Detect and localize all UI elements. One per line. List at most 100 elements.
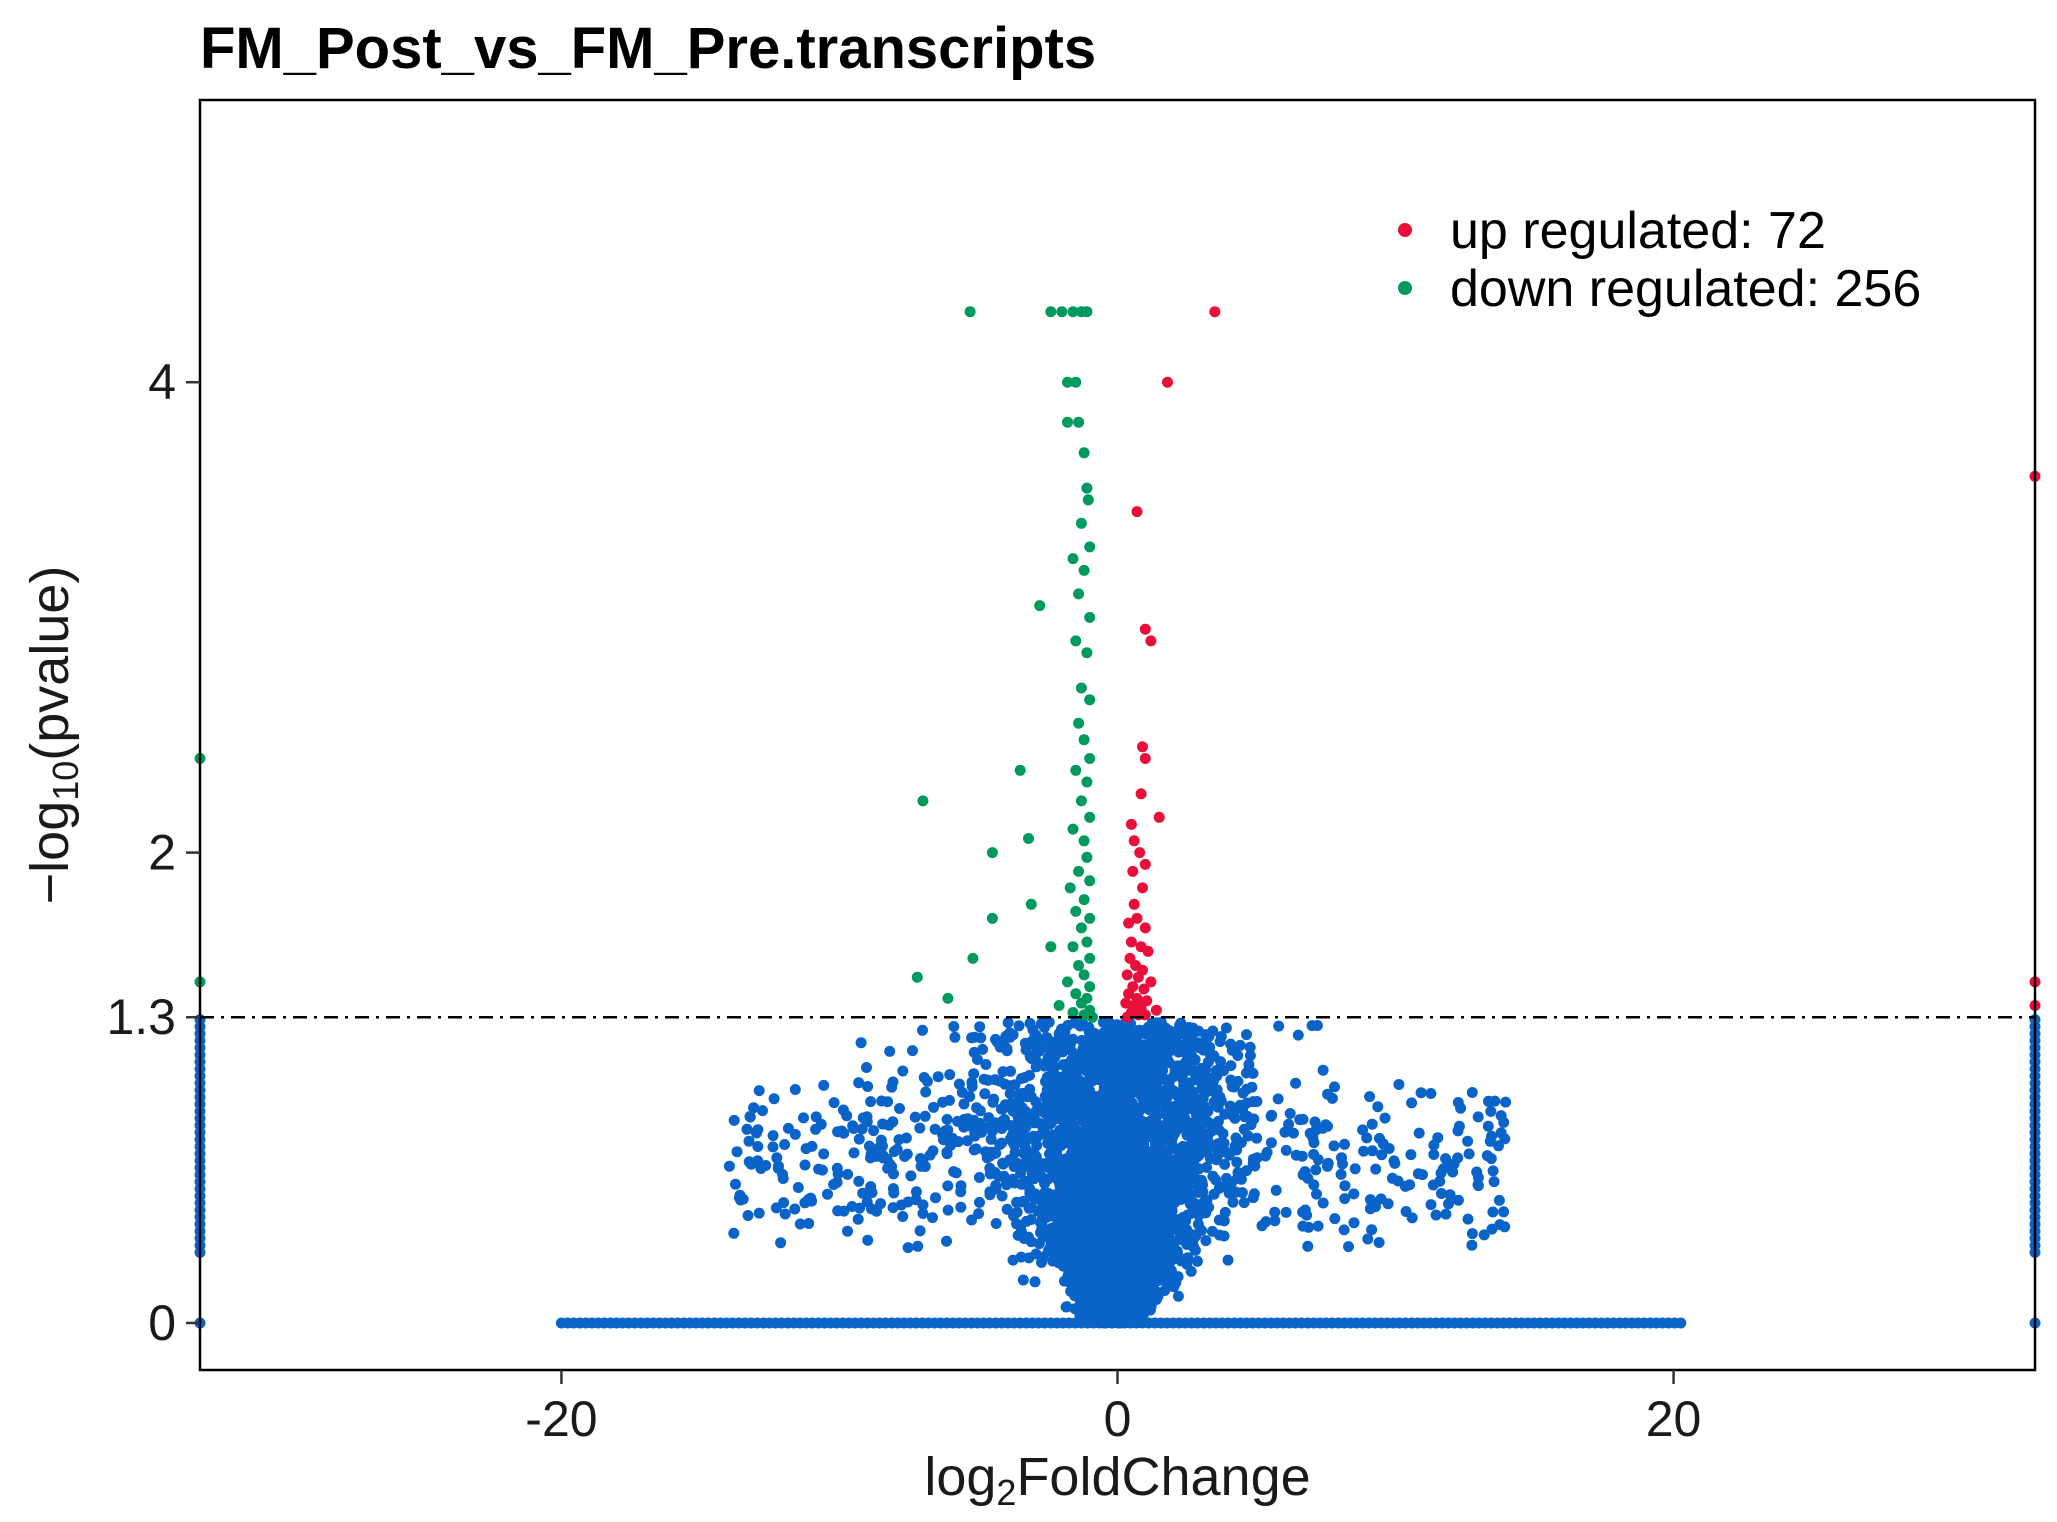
point-down	[1067, 1007, 1079, 1018]
point-down	[1070, 905, 1082, 917]
point-ns	[1098, 1189, 1110, 1201]
point-down	[1045, 941, 1057, 953]
point-ns	[990, 1183, 1002, 1195]
x-tick-label: 0	[1104, 1391, 1132, 1447]
point-ns	[1131, 1305, 1143, 1317]
point-ns	[1230, 1132, 1242, 1144]
point-ns	[1069, 1266, 1081, 1278]
point-ns	[1485, 1105, 1497, 1117]
point-down	[1075, 795, 1087, 807]
point-ns	[1290, 1077, 1302, 1089]
point-ns	[877, 1140, 888, 1152]
point-ns	[1135, 1221, 1147, 1233]
point-ns	[1297, 1206, 1309, 1218]
point-ns	[1066, 1098, 1078, 1110]
point-ns	[1219, 1158, 1231, 1170]
point-ns	[1108, 1142, 1119, 1154]
point-up	[1139, 922, 1151, 934]
point-ns	[1065, 1117, 1077, 1129]
point-ns	[1248, 1188, 1260, 1200]
point-ns	[1060, 1301, 1072, 1313]
point-ns	[1151, 1018, 1163, 1030]
point-up	[1153, 811, 1165, 823]
point-ns	[1471, 1166, 1483, 1178]
point-ns	[1045, 1238, 1057, 1250]
point-ns	[958, 1121, 970, 1133]
point-down	[1081, 647, 1093, 659]
point-ns	[1379, 1112, 1391, 1124]
point-ns	[1280, 1206, 1292, 1218]
point-down	[1082, 494, 1094, 506]
point-ns	[1185, 1189, 1197, 1201]
point-down	[1067, 941, 1079, 953]
point-ns	[1174, 1019, 1186, 1031]
point-down	[1062, 376, 1073, 388]
point-ns	[842, 1168, 854, 1180]
point-ns	[909, 1111, 921, 1123]
point-ns	[1245, 1119, 1257, 1131]
point-down	[1045, 306, 1057, 318]
point-ns	[1364, 1091, 1376, 1103]
point-ns	[1125, 1155, 1137, 1167]
point-down	[911, 971, 923, 983]
point-ns	[941, 1235, 952, 1247]
point-ns	[1007, 1029, 1019, 1041]
point-up	[1139, 1009, 1151, 1021]
point-up	[1139, 858, 1151, 870]
point-down	[1078, 564, 1090, 576]
point-ns	[1042, 1088, 1054, 1100]
point-ns	[1488, 1176, 1500, 1188]
point-ns	[1260, 1150, 1272, 1162]
point-ns	[921, 1075, 933, 1087]
point-ns	[1296, 1150, 1308, 1162]
point-ns	[1203, 1031, 1215, 1042]
point-down	[1070, 988, 1082, 1000]
point-ns	[1116, 1038, 1128, 1049]
point-ns	[919, 1110, 931, 1122]
point-ns	[1372, 1101, 1384, 1113]
point-ns	[862, 1081, 874, 1092]
point-ns	[1025, 1108, 1036, 1120]
point-down	[1084, 611, 1096, 623]
point-ns	[1284, 1108, 1296, 1119]
point-ns	[915, 1153, 926, 1164]
x-tick-label: 20	[1646, 1391, 1702, 1447]
point-ns	[1297, 1169, 1309, 1181]
point-ns	[1058, 1167, 1070, 1179]
point-ns	[1312, 1220, 1324, 1232]
point-ns	[1185, 1208, 1197, 1219]
point-ns	[929, 1123, 941, 1135]
point-ns	[800, 1143, 812, 1155]
point-ns	[775, 1237, 787, 1249]
point-ns	[1029, 1030, 1041, 1042]
point-ns	[1137, 1190, 1149, 1202]
point-up	[1131, 912, 1143, 924]
point-ns	[1370, 1163, 1382, 1175]
point-down	[1073, 588, 1085, 600]
point-ns	[1366, 1224, 1378, 1236]
point-ns	[1134, 1128, 1146, 1139]
point-ns	[757, 1105, 768, 1117]
point-ns	[1265, 1137, 1277, 1149]
point-ns	[1060, 1077, 1072, 1089]
point-ns	[1236, 1187, 1248, 1199]
point-ns	[1107, 1112, 1119, 1124]
point-ns	[1202, 1138, 1213, 1150]
point-ns	[1231, 1156, 1243, 1168]
point-ns	[818, 1148, 830, 1160]
point-ns	[1160, 1053, 1172, 1065]
point-ns	[741, 1123, 753, 1135]
point-up	[1150, 1004, 1162, 1016]
point-down	[967, 952, 979, 964]
point-down	[1084, 753, 1096, 764]
point-ns	[1085, 1146, 1097, 1158]
point-ns	[822, 1188, 833, 1200]
point-ns	[1393, 1079, 1405, 1090]
point-ns	[1054, 1212, 1066, 1224]
point-ns	[1241, 1097, 1253, 1109]
x-axis-label: log2FoldChange	[924, 1447, 1310, 1513]
point-ns	[731, 1146, 743, 1158]
point-ns	[973, 1172, 985, 1183]
point-ns	[1493, 1194, 1505, 1206]
